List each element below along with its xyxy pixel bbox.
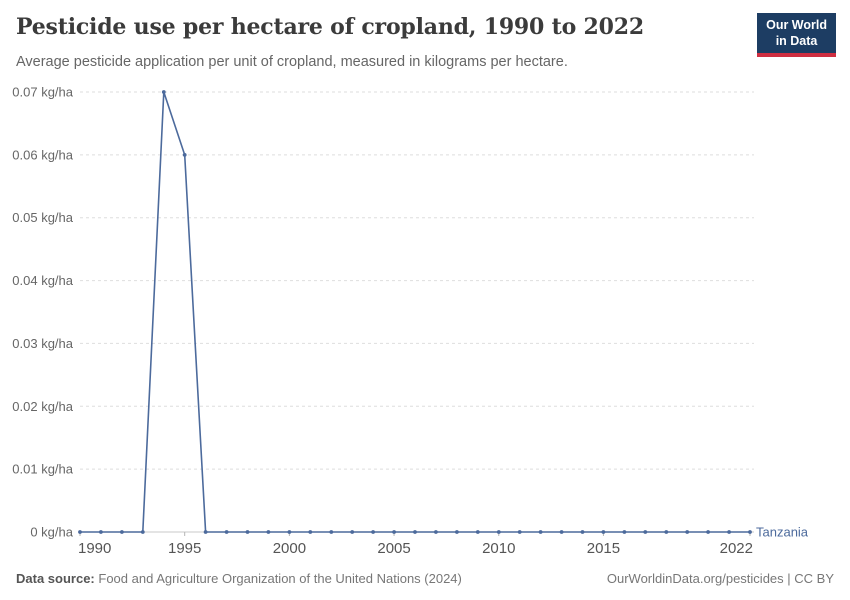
data-point <box>99 530 103 534</box>
data-point <box>245 530 250 534</box>
data-point <box>622 530 627 534</box>
data-point <box>496 530 501 534</box>
data-point <box>224 530 229 534</box>
data-point <box>308 530 313 534</box>
y-tick-label: 0.06 kg/ha <box>12 147 73 162</box>
data-point <box>475 530 480 534</box>
data-point <box>329 530 334 534</box>
data-line <box>80 91 750 533</box>
owid-logo-line2: in Data <box>775 34 818 49</box>
data-point <box>371 530 375 534</box>
x-tick-label: 1995 <box>168 540 201 557</box>
y-tick-label: 0.02 kg/ha <box>12 399 73 414</box>
line-chart-canvas: 0 kg/ha 0.01 kg/ha 0.02 kg/ha 0.03 kg/ha 0.0… <box>12 85 809 558</box>
data-point <box>182 153 187 157</box>
data-point <box>559 530 564 534</box>
x-tick-label: 2005 <box>377 540 410 557</box>
data-point <box>538 530 543 534</box>
data-point <box>78 530 82 534</box>
owid-logo[interactable]: Our World in Data <box>757 13 836 57</box>
data-point <box>664 530 669 534</box>
chart-footer: Data source: Food and Agriculture Organi… <box>16 571 834 586</box>
y-tick-label: 0 kg/ha <box>30 525 73 540</box>
data-point <box>392 530 396 534</box>
data-point <box>748 530 752 534</box>
data-point <box>203 530 208 534</box>
y-tick-label: 0.05 kg/ha <box>12 210 73 225</box>
x-tick-label: 2022 <box>720 540 753 557</box>
data-point <box>161 90 166 94</box>
data-point <box>643 530 648 534</box>
data-point <box>580 530 585 534</box>
data-point <box>266 530 271 534</box>
owid-logo-line1: Our World <box>766 18 827 32</box>
data-point <box>120 530 124 534</box>
chart-subtitle: Average pesticide application per unit o… <box>16 54 568 70</box>
y-tick-label: 0.01 kg/ha <box>12 462 73 477</box>
data-point <box>140 530 145 534</box>
y-tick-label: 0.04 kg/ha <box>12 273 73 288</box>
data-point <box>455 530 459 534</box>
data-source: Data source: Food and Agriculture Organi… <box>16 571 462 586</box>
y-tick-label: 0.03 kg/ha <box>12 336 73 351</box>
data-point <box>727 530 731 534</box>
data-point <box>287 530 292 534</box>
data-point <box>413 530 417 534</box>
data-point <box>434 530 438 534</box>
data-point <box>685 530 690 534</box>
x-tick-label: 2010 <box>482 540 515 557</box>
page-title: Pesticide use per hectare of cropland, 1… <box>16 14 644 40</box>
data-point <box>601 530 606 534</box>
x-tick-label: 2000 <box>273 540 306 557</box>
x-tick-label: 2015 <box>587 540 620 557</box>
data-source-text: Food and Agriculture Organization of the… <box>98 571 462 586</box>
footer-link[interactable]: OurWorldinData.org/pesticides | CC BY <box>606 571 834 586</box>
entity-label[interactable]: Tanzania <box>756 525 809 540</box>
data-source-label: Data source: <box>16 571 95 586</box>
x-tick-label: 1990 <box>78 540 111 557</box>
data-point <box>517 530 522 534</box>
y-tick-label: 0.07 kg/ha <box>12 85 73 100</box>
data-point <box>706 530 710 534</box>
data-point <box>350 530 355 534</box>
